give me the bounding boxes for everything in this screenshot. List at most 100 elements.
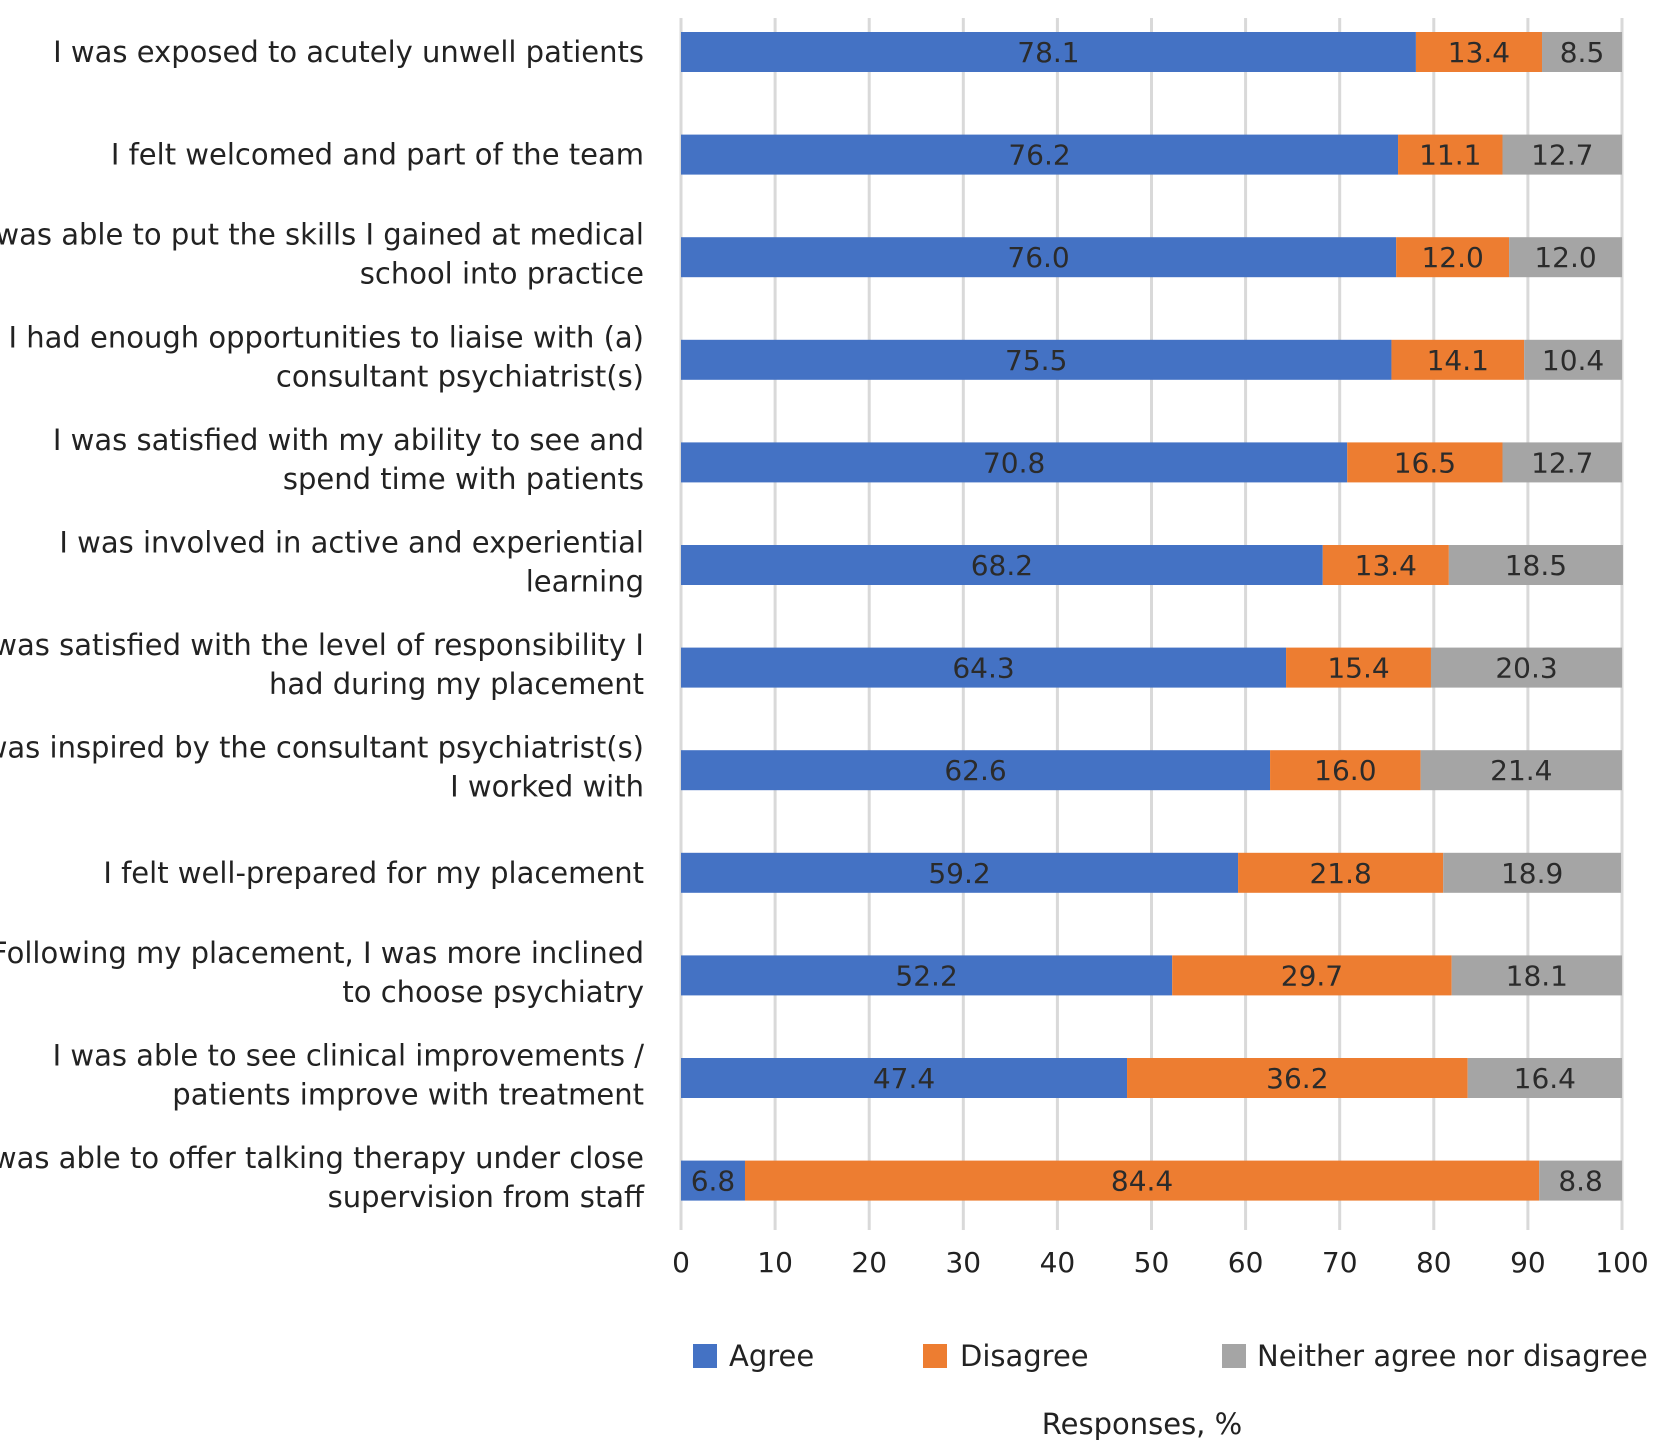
category-label-11-line-0: I was able to offer talking therapy unde… (0, 1141, 644, 1175)
x-axis-ticks: 0 10 20 30 40 50 60 70 80 90 100 (672, 1246, 1649, 1279)
category-label-10-line-1: patients improve with treatment (172, 1078, 644, 1112)
data-label-agree-8: 59.2 (928, 857, 990, 890)
data-label-disagree-3: 14.1 (1427, 344, 1489, 377)
bar-disagree-3 (1391, 339, 1525, 380)
bar-neither-7 (1420, 750, 1622, 791)
legend-label-agree: Agree (729, 1339, 814, 1373)
data-label-neither-3: 10.4 (1542, 344, 1604, 377)
category-label-3-line-1: consultant psychiatrist(s) (276, 359, 644, 393)
category-label-0-line-0: I was exposed to acutely unwell patients (53, 35, 644, 69)
data-label-neither-2: 12.0 (1534, 241, 1596, 274)
data-label-disagree-2: 12.0 (1421, 241, 1483, 274)
bar-agree-1 (681, 134, 1399, 175)
data-label-agree-4: 70.8 (983, 446, 1045, 479)
bar-neither-0 (1542, 32, 1622, 72)
data-label-disagree-5: 13.4 (1355, 549, 1417, 582)
data-label-disagree-6: 15.4 (1327, 652, 1389, 685)
legend-swatch-agree (693, 1344, 717, 1368)
data-label-disagree-7: 16.0 (1314, 754, 1376, 787)
category-label-4-line-0: I was satisfied with my ability to see a… (53, 423, 644, 457)
bar-neither-1 (1502, 134, 1622, 175)
x-tick-label-90: 90 (1510, 1246, 1546, 1279)
data-label-neither-4: 12.7 (1531, 446, 1593, 479)
data-label-neither-1: 12.7 (1531, 139, 1593, 172)
bar-agree-11 (681, 1160, 745, 1201)
x-tick-label-10: 10 (757, 1246, 793, 1279)
bar-neither-3 (1524, 339, 1622, 380)
bar-agree-7 (681, 750, 1271, 791)
category-label-9-line-0: Following my placement, I was more incli… (0, 936, 644, 970)
category-label-11-line-1: supervision from staff (328, 1180, 645, 1214)
data-label-neither-9: 18.1 (1506, 959, 1568, 992)
bar-neither-8 (1443, 852, 1622, 893)
bar-neither-2 (1509, 237, 1622, 278)
category-label-6-line-1: had during my placement (269, 667, 644, 701)
data-label-neither-8: 18.9 (1501, 857, 1563, 890)
legend-label-neither: Neither agree nor disagree (1257, 1339, 1648, 1373)
bar-agree-0 (681, 32, 1416, 72)
bar-agree-3 (681, 339, 1392, 380)
data-label-neither-10: 16.4 (1514, 1062, 1576, 1095)
category-label-8-line-0: I felt well-prepared for my placement (103, 856, 644, 890)
bar-neither-4 (1502, 442, 1622, 483)
bar-disagree-6 (1286, 647, 1431, 688)
data-label-disagree-8: 21.8 (1309, 857, 1371, 890)
bar-disagree-0 (1415, 32, 1543, 72)
x-axis-title: Responses, % (1042, 1407, 1242, 1441)
legend-label-disagree: Disagree (960, 1339, 1089, 1373)
bar-neither-11 (1539, 1160, 1622, 1201)
x-tick-label-20: 20 (851, 1246, 887, 1279)
data-label-disagree-0: 13.4 (1448, 36, 1510, 69)
x-tick-label-40: 40 (1040, 1246, 1076, 1279)
bar-agree-8 (681, 852, 1239, 893)
category-label-1-line-0: I felt welcomed and part of the team (111, 138, 644, 172)
bar-neither-9 (1451, 955, 1622, 996)
data-label-neither-0: 8.5 (1560, 36, 1605, 69)
bar-disagree-5 (1322, 545, 1449, 585)
category-label-5-line-0: I was involved in active and experientia… (59, 526, 644, 560)
bar-neither-10 (1467, 1058, 1622, 1098)
data-label-agree-7: 62.6 (944, 754, 1006, 787)
category-label-2-line-1: school into practice (360, 257, 644, 291)
category-label-9-line-1: to choose psychiatry (342, 975, 644, 1009)
category-label-5-line-1: learning (526, 565, 644, 599)
category-label-6-line-0: I was satisfied with the level of respon… (0, 628, 644, 662)
x-tick-label-0: 0 (672, 1246, 690, 1279)
data-label-disagree-9: 29.7 (1281, 959, 1343, 992)
bar-disagree-4 (1347, 442, 1503, 483)
bar-disagree-9 (1172, 955, 1452, 996)
data-label-agree-2: 76.0 (1007, 241, 1069, 274)
data-label-agree-1: 76.2 (1008, 139, 1070, 172)
bars (681, 32, 1623, 1201)
bar-agree-6 (681, 647, 1287, 688)
x-tick-label-60: 60 (1228, 1246, 1264, 1279)
data-label-agree-11: 6.8 (691, 1165, 736, 1198)
bar-agree-10 (681, 1058, 1128, 1098)
data-label-disagree-4: 16.5 (1394, 446, 1456, 479)
category-label-7-line-0: I was inspired by the consultant psychia… (0, 731, 644, 765)
bar-agree-4 (681, 442, 1348, 483)
category-label-4-line-1: spend time with patients (283, 462, 644, 496)
data-label-disagree-11: 84.4 (1111, 1165, 1173, 1198)
x-tick-label-100: 100 (1595, 1246, 1648, 1279)
data-label-agree-6: 64.3 (952, 652, 1014, 685)
bar-disagree-1 (1398, 134, 1503, 175)
legend-swatch-disagree (923, 1344, 947, 1368)
category-label-3-line-0: I had enough opportunities to liaise wit… (9, 320, 645, 354)
category-label-2-line-0: I was able to put the skills I gained at… (0, 218, 644, 252)
data-labels: 78.1 13.4 8.5 76.2 11.1 12.7 76.0 12.0 12.0 75.5 1… (691, 36, 1605, 1198)
data-label-neither-5: 18.5 (1505, 549, 1567, 582)
x-tick-label-80: 80 (1416, 1246, 1452, 1279)
data-label-agree-9: 52.2 (895, 959, 957, 992)
bar-disagree-10 (1127, 1058, 1468, 1098)
category-labels: I was exposed to acutely unwell patients… (0, 35, 645, 1214)
bar-agree-2 (681, 237, 1397, 278)
bar-neither-6 (1430, 647, 1622, 688)
data-label-disagree-10: 36.2 (1266, 1062, 1328, 1095)
bar-agree-9 (681, 955, 1173, 996)
bar-disagree-8 (1238, 852, 1444, 893)
category-label-7-line-1: I worked with (450, 770, 644, 804)
data-label-disagree-1: 11.1 (1419, 139, 1481, 172)
bar-agree-5 (681, 545, 1323, 585)
data-label-agree-3: 75.5 (1005, 344, 1067, 377)
